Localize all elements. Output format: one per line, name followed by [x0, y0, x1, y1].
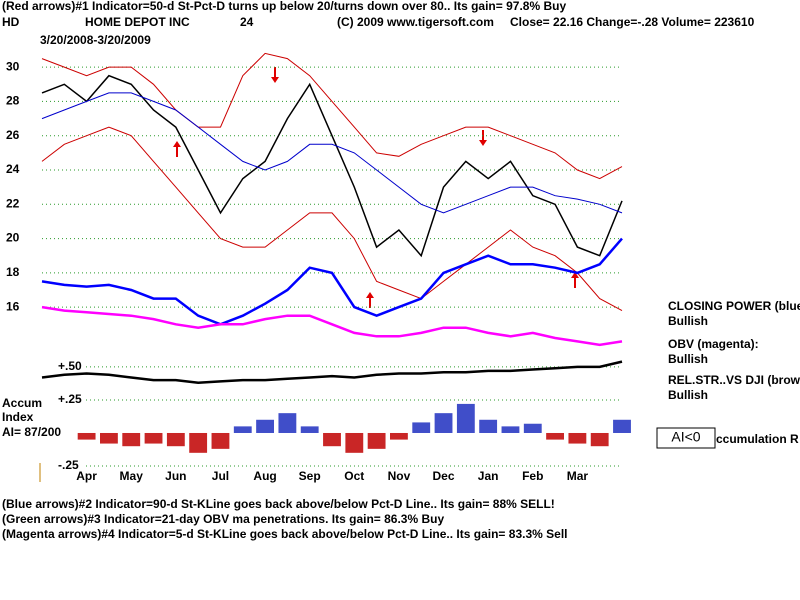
x-tick-label: Feb	[522, 469, 543, 483]
x-tick-label: Jun	[165, 469, 186, 483]
accum-bar	[501, 426, 520, 433]
y-tick-label: 22	[6, 196, 20, 210]
accum-bar	[568, 432, 587, 444]
accum-bar	[278, 413, 297, 433]
symbol: HD	[2, 15, 20, 29]
y-tick-label: 26	[6, 128, 20, 142]
accum-bar	[211, 432, 230, 449]
x-tick-label: Jul	[212, 469, 229, 483]
accum-bar	[166, 432, 185, 447]
accum-bar	[367, 432, 386, 449]
accum-bar	[546, 432, 564, 440]
y-tick-label: 20	[6, 231, 20, 245]
ai-box	[656, 427, 716, 449]
series-line	[41, 74, 623, 258]
accum-bar	[345, 432, 364, 453]
side-status: Bullish	[668, 352, 708, 366]
accum-bar	[323, 432, 341, 447]
arrow	[571, 272, 579, 288]
x-tick-label: Sep	[299, 469, 321, 483]
accum-bar	[390, 432, 408, 440]
ai-text: ccumulation R	[716, 432, 799, 446]
side-status: Bullish	[668, 314, 708, 328]
y-tick-label: -.25	[58, 458, 79, 472]
signal-line: (Red arrows)#1 Indicator=50-d St-Pct-D t…	[2, 0, 566, 13]
ai-box-text: AI<0	[671, 429, 700, 445]
y-tick-label: +.50	[58, 359, 82, 373]
accum-bar	[412, 422, 431, 433]
series-line	[41, 126, 623, 312]
arrow	[173, 141, 181, 157]
x-tick-label: Jan	[478, 469, 499, 483]
company: HOME DEPOT INC	[85, 15, 190, 29]
side-label: OBV (magenta):	[668, 337, 759, 351]
y-tick-label: 30	[6, 59, 20, 73]
accum-bar	[590, 432, 609, 447]
side-label: REL.STR..VS DJI (brow	[668, 373, 800, 387]
arrow	[271, 67, 279, 83]
accum-bar	[523, 423, 542, 433]
side-label: CLOSING POWER (blue	[668, 299, 800, 313]
series-line	[41, 360, 623, 385]
series-line	[41, 92, 623, 214]
y-tick-label: 16	[6, 299, 20, 313]
series-line	[41, 52, 623, 180]
side-status: Bullish	[668, 388, 708, 402]
accum-bar	[144, 432, 163, 444]
accum-bar	[189, 432, 208, 453]
accum-bar	[613, 419, 631, 433]
arrow	[366, 292, 374, 308]
accum-bar	[434, 413, 453, 433]
x-tick-label: May	[120, 469, 144, 483]
arrow	[479, 130, 487, 146]
accum-bar	[256, 419, 274, 433]
series-line	[41, 237, 623, 326]
period: 3/20/2008-3/20/2009	[40, 33, 151, 47]
series-line	[41, 305, 623, 347]
signal-arrows	[173, 67, 579, 308]
y-tick-label: 18	[6, 265, 20, 279]
x-tick-label: Nov	[388, 469, 411, 483]
x-tick-label: Apr	[76, 469, 97, 483]
y-tick-label: +.25	[58, 392, 82, 406]
accum-bar	[100, 432, 118, 444]
accum-bar	[77, 432, 96, 440]
accum-title: Index	[2, 410, 34, 424]
x-tick-label: Aug	[253, 469, 276, 483]
accum-bar	[122, 432, 141, 447]
x-tick-label: Oct	[344, 469, 364, 483]
accum-title: Accum	[2, 396, 42, 410]
x-tick-label: Mar	[567, 469, 589, 483]
footer-line: (Blue arrows)#2 Indicator=90-d St-KLine …	[2, 497, 555, 511]
accum-bar	[233, 426, 252, 433]
accum-bar	[300, 426, 319, 433]
y-tick-label: 24	[6, 162, 20, 176]
footer-line: (Green arrows)#3 Indicator=21-day OBV ma…	[2, 512, 444, 526]
footer-line: (Magenta arrows)#4 Indicator=5-d St-KLin…	[2, 527, 567, 541]
copyright: (C) 2009 www.tigersoft.com	[337, 15, 494, 29]
accum-bar	[456, 403, 475, 433]
y-tick-label: 28	[6, 94, 20, 108]
code: 24	[240, 15, 254, 29]
quote: Close= 22.16 Change=-.28 Volume= 223610	[510, 15, 755, 29]
accum-score: AI= 87/200	[2, 425, 61, 439]
x-tick-label: Dec	[433, 469, 455, 483]
accum-bar	[479, 419, 498, 433]
